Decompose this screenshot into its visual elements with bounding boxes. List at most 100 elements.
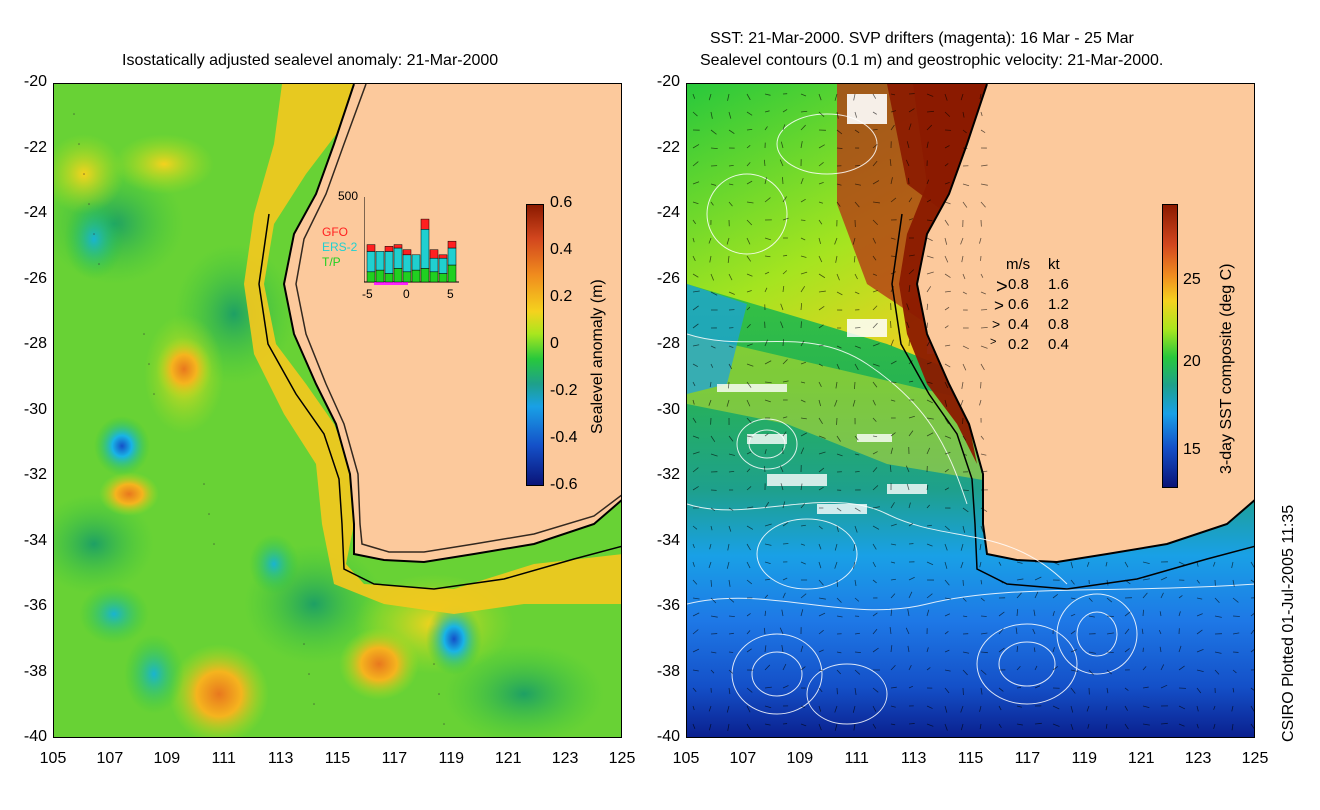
velocity-vector <box>1106 632 1114 635</box>
velocity-vector <box>906 321 910 329</box>
y-tick-label: -24 <box>23 204 47 221</box>
velocity-vector <box>872 399 876 406</box>
velocity-vector <box>800 432 807 437</box>
velocity-vector <box>836 579 838 587</box>
velocity-vector <box>836 651 842 654</box>
histogram-bar-gfo <box>384 246 394 252</box>
velocity-vector <box>1016 592 1022 599</box>
histogram-tick-min: -5 <box>362 287 373 301</box>
y-tick-label: -30 <box>656 400 680 418</box>
velocity-vector <box>1158 629 1162 635</box>
velocity-vector <box>1250 561 1254 568</box>
y-tick-label: -40 <box>656 728 680 745</box>
x-tick-label: 121 <box>1127 750 1155 767</box>
velocity-vector <box>800 198 806 203</box>
plot-credit: CSIRO Plotted 01-Jul-2005 11:35 <box>1280 504 1297 742</box>
histogram-bar-gfo <box>366 244 376 252</box>
velocity-vector <box>836 453 843 457</box>
velocity-vector <box>908 430 914 437</box>
velocity-vector <box>890 339 894 347</box>
velocity-vector <box>709 381 712 388</box>
velocity-vector <box>764 237 772 241</box>
velocity-vector <box>980 669 987 675</box>
x-tick-label: 125 <box>1241 750 1269 767</box>
velocity-vector <box>818 237 821 244</box>
velocity-vector <box>818 255 823 263</box>
velocity-vector <box>1106 687 1109 694</box>
velocity-vector <box>746 201 754 204</box>
velocity-vector <box>944 255 949 263</box>
y-tick-label: -24 <box>656 204 680 221</box>
velocity-vector <box>782 431 787 437</box>
velocity-vector <box>764 723 771 726</box>
velocity-vector <box>782 577 788 581</box>
velocity-vector <box>998 687 1004 692</box>
velocity-vector <box>728 363 733 370</box>
velocity-vector <box>980 345 988 349</box>
velocity-vector <box>1052 561 1060 566</box>
velocity-vector <box>980 326 988 329</box>
velocity-vector <box>926 199 932 203</box>
sealevel-colorbar-tick: -0.2 <box>550 382 578 399</box>
velocity-vector <box>962 651 970 654</box>
velocity-vector <box>944 705 948 713</box>
velocity-vector <box>908 380 914 383</box>
histogram-bar-gfo <box>393 244 403 249</box>
velocity-vector <box>926 271 934 275</box>
velocity-vector <box>708 705 712 712</box>
velocity-vector <box>800 255 807 258</box>
velocity-vector <box>728 129 735 134</box>
velocity-vector <box>1033 609 1036 617</box>
velocity-vector <box>980 615 987 617</box>
velocity-vector <box>1178 705 1186 710</box>
velocity-vector <box>782 522 789 527</box>
velocity-vector <box>854 579 857 587</box>
velocity-vector <box>1232 632 1240 635</box>
velocity-legend-ms: 0.2 <box>1008 336 1029 353</box>
velocity-vector <box>944 435 952 439</box>
sealevel-colorbar-tick: 0.2 <box>550 288 573 305</box>
velocity-vector <box>890 578 896 581</box>
velocity-vector <box>944 344 951 347</box>
velocity-vector <box>746 399 751 407</box>
velocity-vector <box>728 345 734 349</box>
velocity-vector <box>926 399 933 404</box>
velocity-vector <box>780 141 784 149</box>
velocity-vector <box>852 561 856 569</box>
velocity-vector <box>962 183 970 187</box>
velocity-vector <box>908 285 911 293</box>
velocity-vector <box>800 399 806 403</box>
sst-colorbar-tick: 20 <box>1183 353 1201 371</box>
velocity-vector <box>980 291 986 295</box>
velocity-vector <box>764 501 770 509</box>
velocity-vector <box>782 416 788 419</box>
velocity-vector <box>800 141 803 149</box>
histogram-bar-ers <box>393 247 403 269</box>
velocity-vector <box>890 271 897 275</box>
velocity-vector <box>890 320 892 329</box>
velocity-vector <box>836 363 840 370</box>
velocity-vector <box>944 597 952 600</box>
velocity-vector <box>890 645 893 653</box>
velocity-vector <box>1142 666 1147 671</box>
legend-gfo: GFO <box>322 225 348 239</box>
x-tick-label: 117 <box>381 750 408 767</box>
velocity-vector <box>980 453 987 456</box>
velocity-vector <box>872 417 877 422</box>
x-tick-label: 113 <box>900 750 927 767</box>
histogram-max-label: 500 <box>338 189 359 203</box>
velocity-vector <box>692 486 699 491</box>
velocity-vector <box>710 201 714 206</box>
velocity-vector <box>944 468 949 473</box>
velocity-vector <box>854 111 858 118</box>
histogram-bar-ers <box>438 257 448 274</box>
velocity-vector <box>782 270 788 275</box>
velocity-vector <box>1105 723 1108 729</box>
sst-colorbar-tick: 15 <box>1183 441 1201 459</box>
velocity-vector <box>889 465 892 473</box>
velocity-vector <box>926 93 934 97</box>
velocity-vector <box>926 593 933 599</box>
velocity-vector <box>944 93 948 101</box>
velocity-vector <box>708 93 712 101</box>
velocity-vector <box>800 524 806 527</box>
